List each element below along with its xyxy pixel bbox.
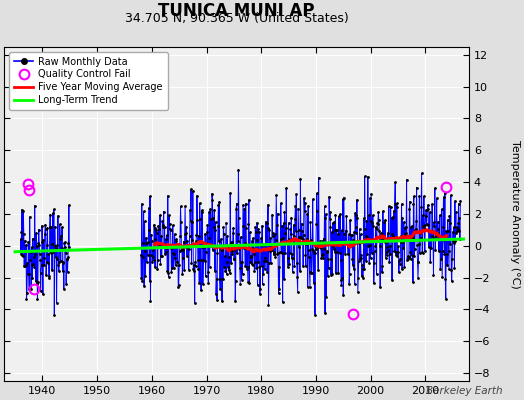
Text: Berkeley Earth: Berkeley Earth <box>427 386 503 396</box>
Title: 34.705 N, 90.365 W (United States): 34.705 N, 90.365 W (United States) <box>125 12 348 25</box>
Text: TUNICA MUNI AP: TUNICA MUNI AP <box>158 2 315 20</box>
Legend: Raw Monthly Data, Quality Control Fail, Five Year Moving Average, Long-Term Tren: Raw Monthly Data, Quality Control Fail, … <box>9 52 168 110</box>
Y-axis label: Temperature Anomaly (°C): Temperature Anomaly (°C) <box>510 140 520 288</box>
